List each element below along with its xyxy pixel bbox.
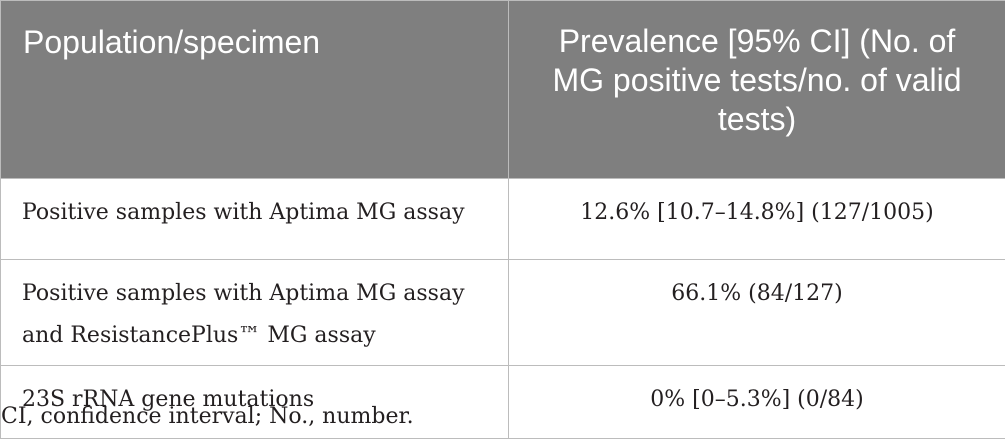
- column-header-population: Population/specimen: [0, 0, 509, 179]
- population-cell: 23S rRNA gene mutations: [0, 365, 509, 439]
- table-header: Population/specimen Prevalence [95% CI] …: [0, 0, 1005, 179]
- population-cell: Positive samples with Aptima MG assay an…: [0, 259, 509, 366]
- table-body: Positive samples with Aptima MG assay 12…: [0, 178, 1005, 439]
- table-row: Positive samples with Aptima MG assay 12…: [0, 178, 1005, 260]
- header-row: Population/specimen Prevalence [95% CI] …: [0, 0, 1005, 179]
- prevalence-cell: 66.1% (84/127): [508, 259, 1005, 366]
- population-cell: Positive samples with Aptima MG assay: [0, 178, 509, 260]
- table-row: Positive samples with Aptima MG assay an…: [0, 259, 1005, 366]
- column-header-prevalence: Prevalence [95% CI] (No. of MG positive …: [508, 0, 1005, 179]
- table-footnote: CI, confidence interval; No., number.: [1, 404, 414, 429]
- prevalence-cell: 12.6% [10.7–14.8%] (127/1005): [508, 178, 1005, 260]
- prevalence-cell: 0% [0–5.3%] (0/84): [508, 365, 1005, 439]
- table-row: 23S rRNA gene mutations 0% [0–5.3%] (0/8…: [0, 365, 1005, 439]
